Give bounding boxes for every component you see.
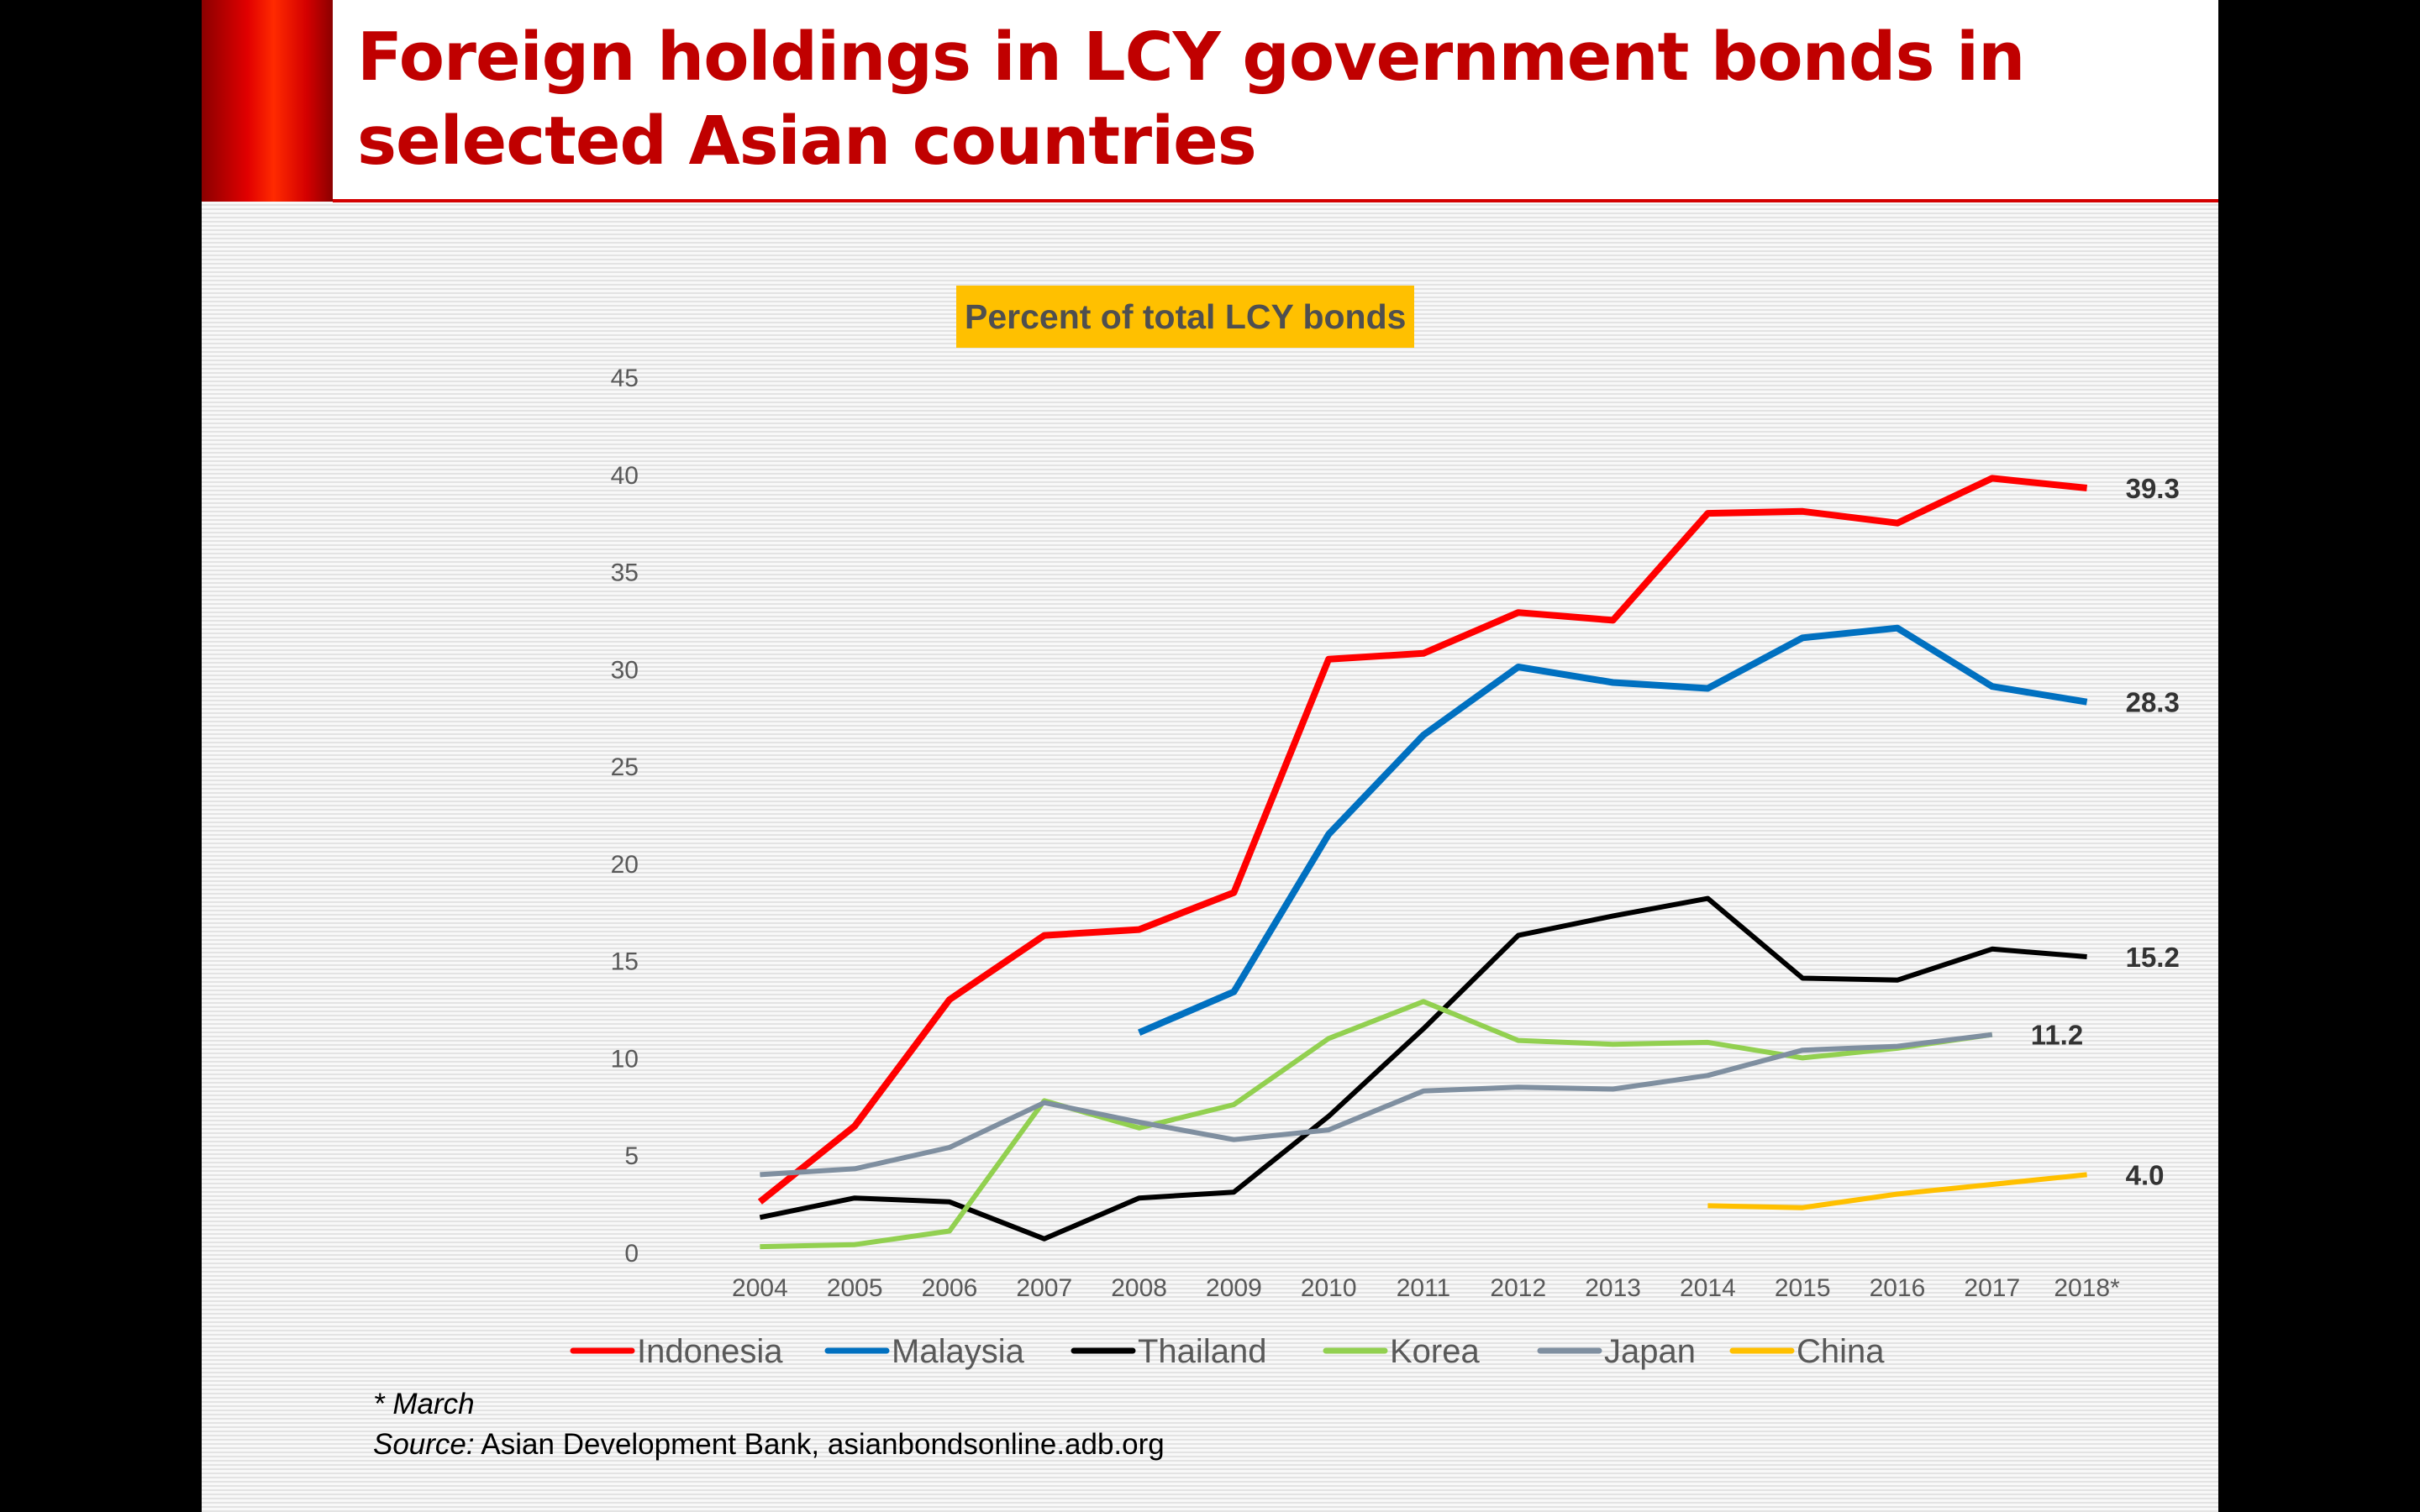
series-line-china — [1707, 1172, 2087, 1210]
source-text: Asian Development Bank, asianbondsonline… — [481, 1428, 1165, 1461]
series-line-thailand — [759, 895, 2087, 1242]
x-tick-label-2007: 2007 — [1016, 1274, 1072, 1302]
legend-label-china: China — [1797, 1333, 1885, 1370]
end-label-china: 4.0 — [2126, 1159, 2165, 1190]
y-tick-label-5: 5 — [624, 1142, 639, 1170]
x-tick-label-2008: 2008 — [1111, 1274, 1167, 1302]
x-tick-label-2009: 2009 — [1206, 1274, 1262, 1302]
x-tick-label-2016: 2016 — [1870, 1274, 1926, 1302]
legend-label-indonesia: Indonesia — [637, 1333, 783, 1370]
end-label-indonesia: 39.3 — [2126, 473, 2180, 504]
y-tick-label-0: 0 — [624, 1240, 639, 1268]
y-tick-label-45: 45 — [611, 365, 639, 392]
title-accent-bar — [202, 0, 333, 202]
series-line-indonesia — [757, 475, 2088, 1205]
end-label-thailand: 15.2 — [2126, 942, 2180, 973]
x-tick-label-2004: 2004 — [732, 1274, 788, 1302]
y-tick-label-10: 10 — [611, 1045, 639, 1073]
slide: Foreign holdings in LCY government bonds… — [202, 0, 2218, 1512]
source-prefix: Source: — [373, 1428, 475, 1461]
title-underline — [333, 199, 2218, 202]
y-tick-label-40: 40 — [611, 462, 639, 490]
end-label-japan: 11.2 — [2031, 1020, 2083, 1051]
x-tick-label-2005: 2005 — [827, 1274, 883, 1302]
legend-label-korea: Korea — [1390, 1333, 1480, 1370]
series-line-malaysia — [1138, 624, 2088, 1036]
y-tick-label-15: 15 — [611, 948, 639, 976]
x-tick-label-2017: 2017 — [1964, 1274, 2020, 1302]
y-tick-label-30: 30 — [611, 656, 639, 684]
title-band — [202, 0, 2218, 202]
x-tick-label-2013: 2013 — [1585, 1274, 1641, 1302]
x-tick-label-2006: 2006 — [922, 1274, 978, 1302]
legend-label-japan: Japan — [1604, 1333, 1696, 1370]
series-line-korea — [760, 999, 1993, 1250]
line-chart: 0 5 10 15 20 25 30 35 40 45 2004 2005 2006 2007 2008 20… — [570, 365, 2180, 1370]
source-note: Source: Asian Development Bank, asianbon… — [373, 1428, 1165, 1462]
x-tick-label-2010: 2010 — [1301, 1274, 1357, 1302]
y-tick-label-20: 20 — [611, 851, 639, 879]
chart-title: Percent of total LCY bonds — [956, 286, 1415, 348]
x-tick-label-2018: 2018* — [2054, 1274, 2120, 1302]
x-tick-label-2012: 2012 — [1490, 1274, 1546, 1302]
end-label-malaysia: 28.3 — [2126, 687, 2180, 718]
legend-label-malaysia: Malaysia — [892, 1333, 1025, 1370]
slide-title: Foreign holdings in LCY government bonds… — [357, 18, 2025, 180]
x-tick-label-2011: 2011 — [1397, 1274, 1451, 1302]
series-line-japan — [760, 1032, 1993, 1178]
y-tick-label-35: 35 — [611, 559, 639, 587]
x-tick-label-2014: 2014 — [1680, 1274, 1736, 1302]
footnote: * March — [373, 1388, 475, 1420]
x-tick-label-2015: 2015 — [1775, 1274, 1831, 1302]
legend-label-thailand: Thailand — [1138, 1333, 1266, 1370]
y-tick-label-25: 25 — [611, 753, 639, 781]
